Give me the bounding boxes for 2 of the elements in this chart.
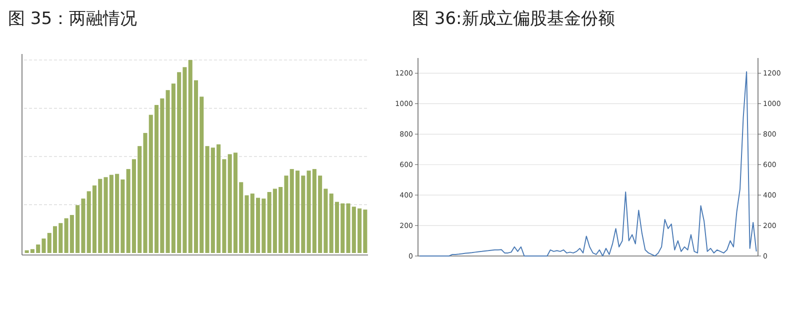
- chart-title: 图 35：两融情况: [8, 9, 138, 29]
- chart-title: 图 36:新成立偏股基金份额: [412, 9, 615, 29]
